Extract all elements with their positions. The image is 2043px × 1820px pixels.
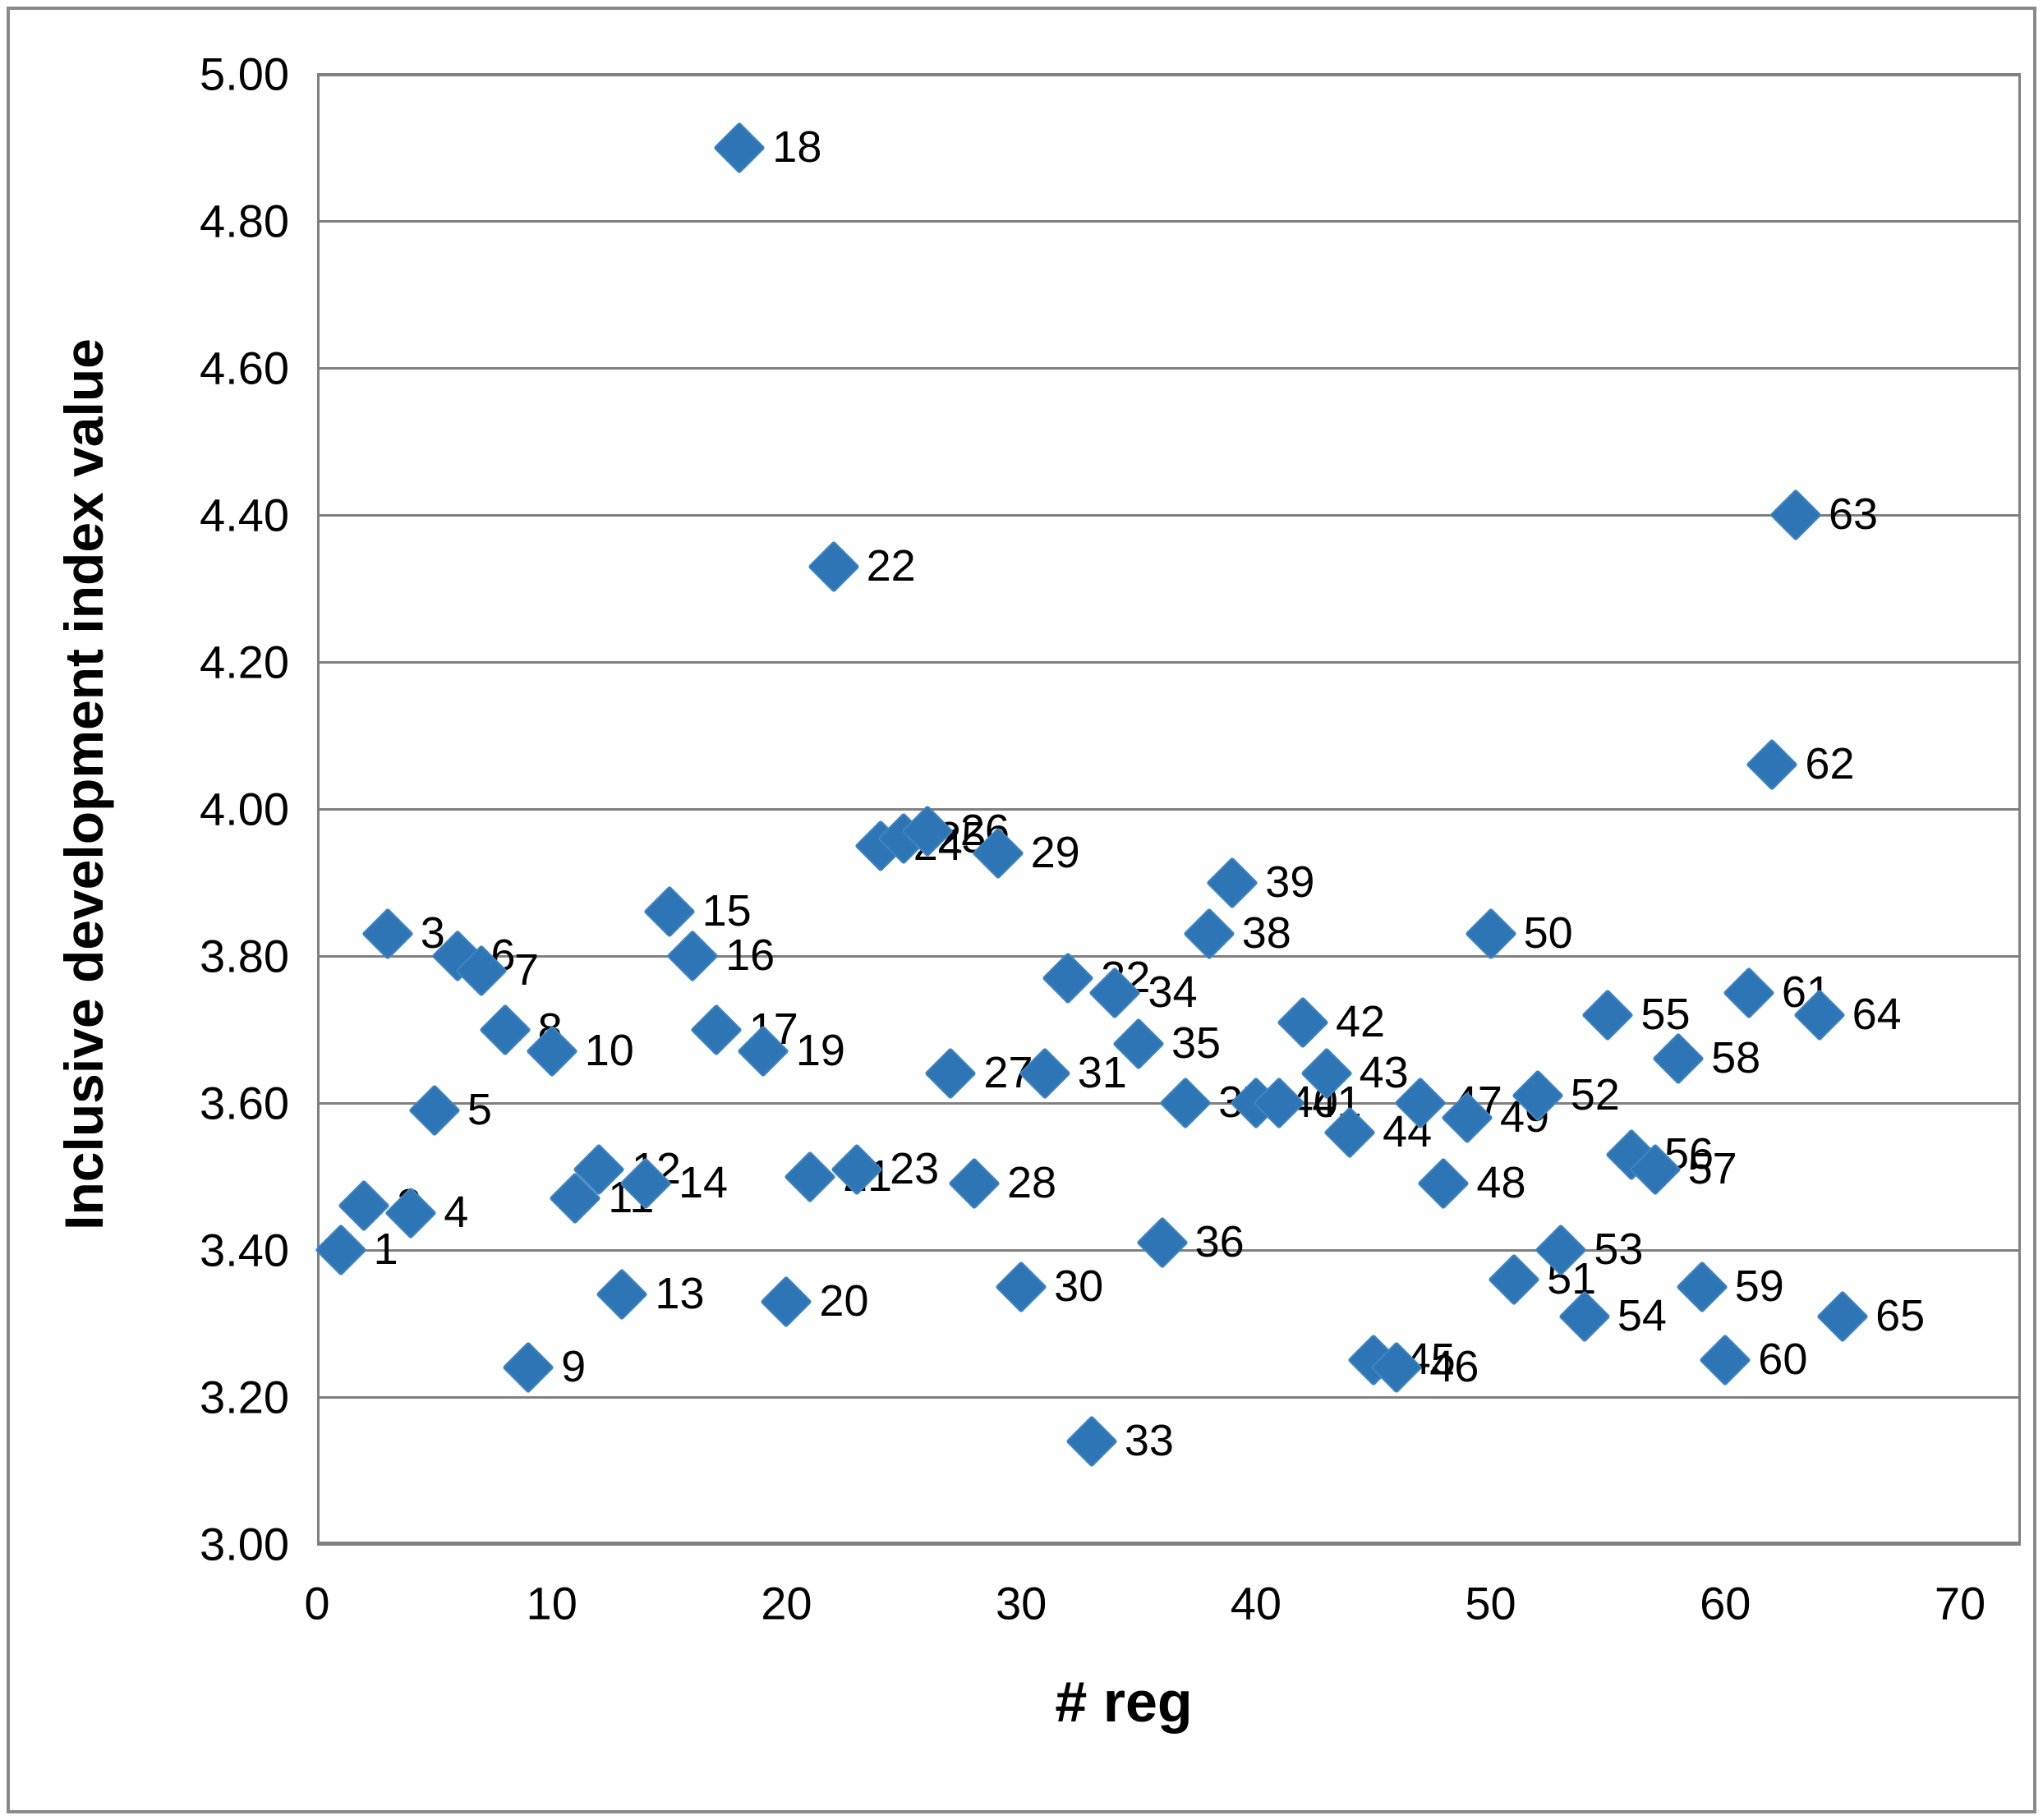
y-axis-tick-label: 3.20	[200, 1371, 289, 1423]
y-gridline	[317, 1396, 2021, 1399]
data-point-label: 64	[1852, 989, 1902, 1039]
y-gridline	[317, 661, 2021, 664]
y-gridline	[317, 955, 2021, 958]
data-point-label: 20	[819, 1275, 869, 1326]
data-point-label: 62	[1805, 739, 1855, 789]
y-axis-tick-label: 3.40	[200, 1224, 289, 1276]
data-point-label: 63	[1829, 489, 1879, 539]
data-point-label: 29	[1030, 827, 1080, 877]
y-gridline	[317, 367, 2021, 370]
data-point-label: 60	[1758, 1335, 1808, 1385]
data-point-label: 30	[1054, 1261, 1104, 1311]
x-axis-tick-label: 30	[995, 1577, 1047, 1629]
data-point-label: 34	[1148, 967, 1198, 1017]
y-axis-tick-label: 3.00	[200, 1518, 289, 1570]
x-axis-tick-label: 40	[1230, 1577, 1281, 1629]
y-axis-tick-label: 3.80	[200, 930, 289, 982]
data-point-label: 7	[514, 944, 540, 995]
y-axis-tick-label: 4.20	[200, 636, 289, 688]
data-point-label: 36	[1194, 1216, 1245, 1266]
y-gridline	[317, 220, 2021, 223]
data-point-label: 53	[1594, 1224, 1644, 1274]
y-gridline	[317, 808, 2021, 811]
data-point-label: 22	[866, 540, 916, 591]
y-axis-tick-label: 4.60	[200, 342, 289, 394]
data-point-label: 10	[584, 1026, 634, 1076]
y-gridline	[317, 1543, 2021, 1546]
y-gridline	[317, 73, 2021, 76]
data-point-label: 58	[1711, 1033, 1761, 1083]
data-point-label: 13	[655, 1268, 705, 1318]
x-axis-tick-label: 70	[1934, 1577, 1986, 1629]
data-point-label: 35	[1171, 1018, 1222, 1069]
data-point-label: 42	[1336, 996, 1386, 1046]
y-axis-tick-label: 5.00	[200, 48, 289, 100]
data-point-label: 39	[1265, 857, 1315, 907]
data-point-label: 1	[373, 1224, 398, 1274]
data-point-label: 4	[444, 1188, 469, 1238]
data-point-label: 59	[1734, 1261, 1784, 1311]
y-axis-tick-label: 4.80	[200, 195, 289, 247]
x-axis-title: # reg	[1055, 1670, 1193, 1734]
data-point-label: 38	[1241, 908, 1291, 958]
data-point-label: 33	[1124, 1415, 1174, 1465]
data-point-label: 46	[1429, 1341, 1479, 1391]
data-point-label: 9	[561, 1341, 587, 1391]
data-point-label: 65	[1875, 1290, 1926, 1340]
y-axis-tick-label: 3.60	[200, 1077, 289, 1129]
data-point-label: 48	[1476, 1158, 1526, 1208]
data-point-label: 50	[1523, 908, 1573, 958]
x-axis-tick-label: 50	[1465, 1577, 1516, 1629]
x-axis-tick-label: 0	[304, 1577, 330, 1629]
data-point-label: 15	[702, 886, 752, 936]
data-point-label: 43	[1359, 1047, 1409, 1097]
y-axis-tick-label: 4.40	[200, 489, 289, 541]
data-point-label: 5	[467, 1084, 492, 1134]
data-point-label: 14	[679, 1158, 729, 1208]
data-point-label: 31	[1077, 1047, 1127, 1097]
data-point-label: 55	[1640, 989, 1691, 1039]
data-point-label: 54	[1617, 1290, 1667, 1340]
x-axis-tick-label: 60	[1700, 1577, 1751, 1629]
x-axis-tick-label: 20	[761, 1577, 812, 1629]
data-point-label: 23	[890, 1143, 940, 1193]
data-point-label: 28	[1007, 1158, 1057, 1208]
y-gridline	[317, 514, 2021, 517]
figure-border	[7, 7, 2036, 1813]
y-axis-tick-label: 4.00	[200, 783, 289, 835]
data-point-label: 57	[1687, 1143, 1737, 1193]
data-point-label: 52	[1570, 1069, 1620, 1119]
data-point-label: 18	[772, 122, 822, 172]
data-point-label: 16	[725, 930, 775, 980]
data-point-label: 19	[795, 1026, 845, 1076]
x-axis-tick-label: 10	[526, 1577, 577, 1629]
